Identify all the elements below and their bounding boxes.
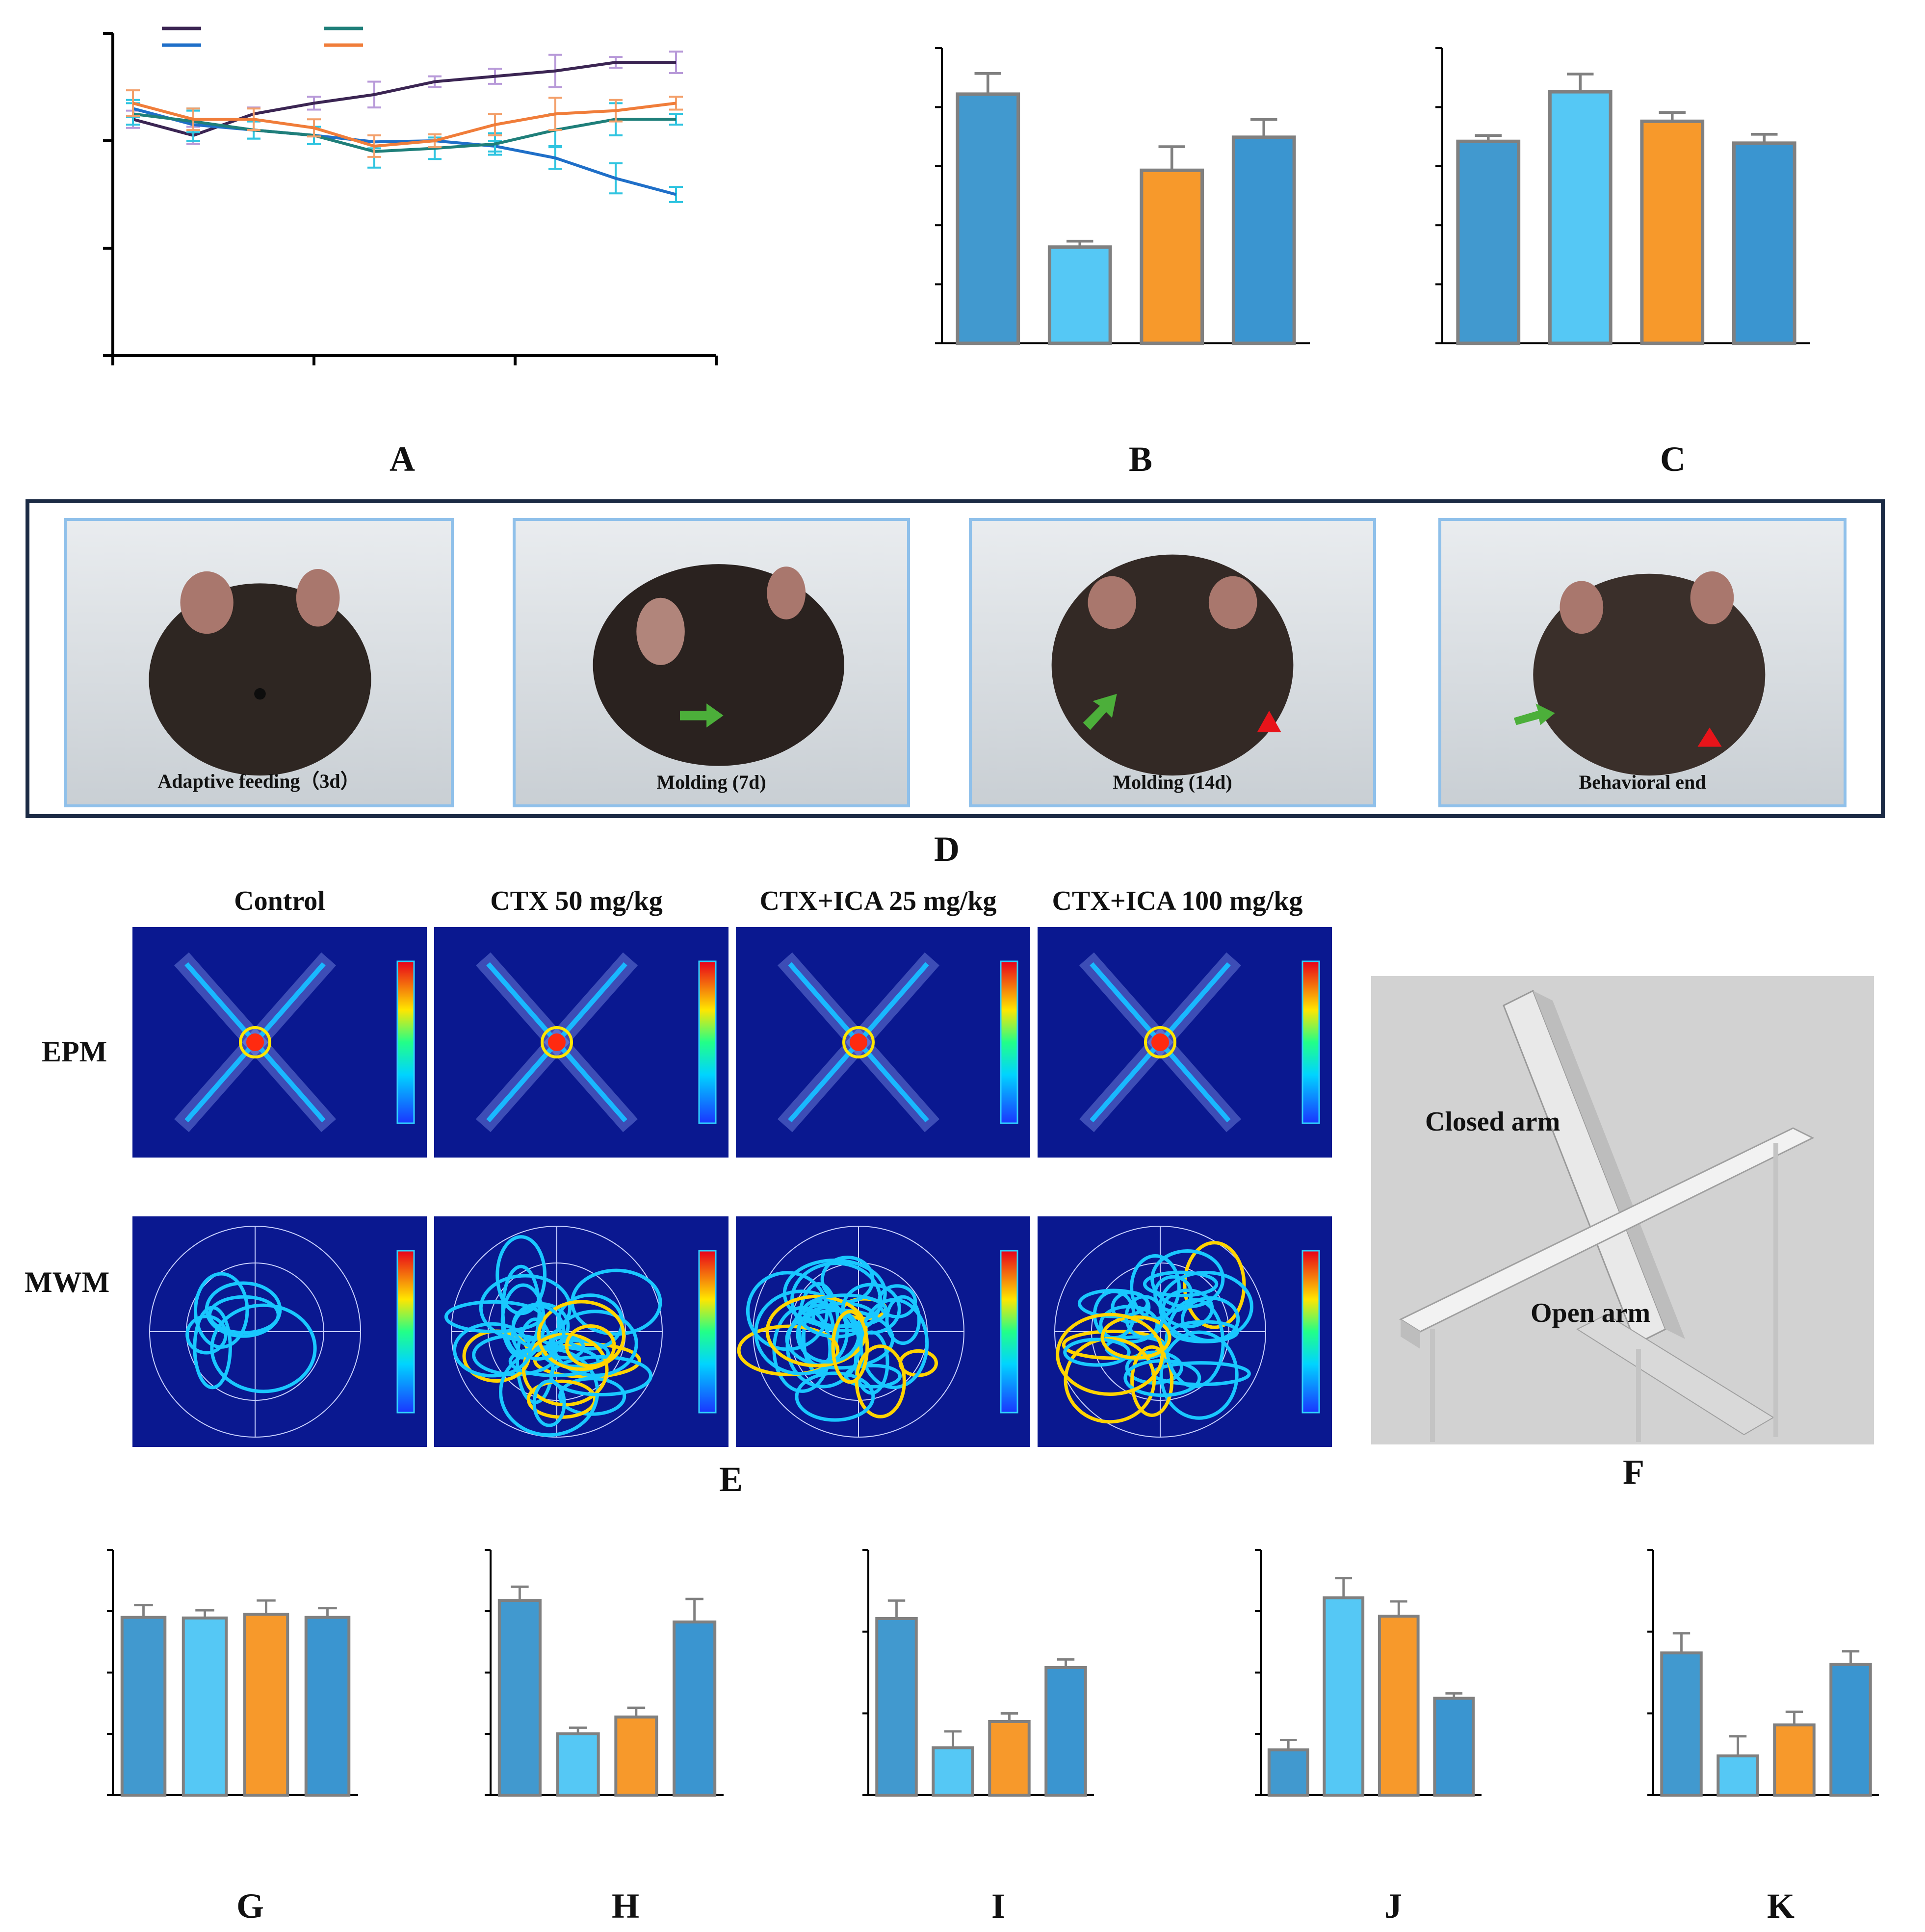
bar bbox=[558, 1734, 598, 1795]
bar bbox=[616, 1717, 656, 1795]
row-label-epm: EPM bbox=[42, 1035, 107, 1069]
bar bbox=[1049, 247, 1110, 343]
bar bbox=[1774, 1725, 1814, 1795]
bar bbox=[1142, 170, 1202, 343]
bar bbox=[306, 1618, 349, 1796]
photo-caption: Molding (14d) bbox=[972, 771, 1373, 794]
bar bbox=[958, 94, 1018, 343]
heatmap-background bbox=[736, 927, 1030, 1158]
colorbar bbox=[1001, 961, 1017, 1123]
series-line bbox=[133, 108, 676, 194]
panel-label-j: J bbox=[1359, 1886, 1428, 1927]
bar bbox=[989, 1722, 1029, 1795]
epm-heatmap bbox=[434, 927, 728, 1158]
heatmap-background bbox=[132, 927, 427, 1158]
activity-hotspot bbox=[850, 1033, 867, 1051]
bar bbox=[877, 1619, 916, 1795]
panel-label-g: G bbox=[216, 1886, 285, 1927]
panel-label-b: B bbox=[1106, 439, 1175, 480]
bar bbox=[1233, 137, 1294, 343]
bar bbox=[1642, 121, 1703, 343]
photo-caption: Behavioral end bbox=[1441, 771, 1844, 794]
bar bbox=[1434, 1699, 1473, 1796]
row-label-mwm: MWM bbox=[25, 1265, 109, 1299]
closed-arm-label: Closed arm bbox=[1425, 1106, 1560, 1137]
mwm-heatmap bbox=[434, 1216, 728, 1447]
bar bbox=[1662, 1653, 1701, 1795]
panel-label-c: C bbox=[1639, 439, 1707, 480]
mwm-heatmap bbox=[132, 1216, 427, 1447]
bar bbox=[245, 1614, 288, 1795]
bar bbox=[1458, 141, 1519, 343]
bar bbox=[933, 1748, 973, 1795]
colorbar bbox=[1302, 1251, 1319, 1413]
mouse-photo-strip: Adaptive feeding（3d） Molding (7d) Moldin… bbox=[26, 499, 1885, 818]
panel-label-f: F bbox=[1599, 1452, 1668, 1493]
bar bbox=[1046, 1668, 1086, 1795]
bar bbox=[1831, 1664, 1871, 1795]
activity-hotspot bbox=[548, 1033, 566, 1051]
open-access-times-bar-chart bbox=[726, 1516, 1104, 1888]
brain-weight-bar-chart bbox=[1325, 20, 1815, 461]
epm-heatmap bbox=[1038, 927, 1332, 1158]
bar bbox=[1379, 1616, 1418, 1795]
colorbar bbox=[1302, 961, 1319, 1123]
colorbar bbox=[1001, 1251, 1017, 1413]
panel-label-i: I bbox=[964, 1886, 1033, 1927]
bar bbox=[1269, 1750, 1308, 1796]
weight-line-chart bbox=[15, 10, 751, 461]
bar bbox=[1324, 1598, 1363, 1796]
bar bbox=[1718, 1756, 1758, 1795]
bar bbox=[1550, 92, 1611, 343]
photo-adaptive-feeding: Adaptive feeding（3d） bbox=[64, 518, 454, 807]
total-distance-bar-chart bbox=[5, 1516, 368, 1888]
photo-caption: Adaptive feeding（3d） bbox=[67, 765, 451, 794]
bar bbox=[122, 1618, 165, 1796]
panel-label-e: E bbox=[697, 1459, 765, 1500]
condition-label-ica100: CTX+ICA 100 mg/kg bbox=[1025, 885, 1329, 917]
heatmap-background bbox=[1038, 927, 1332, 1158]
epm-apparatus-render: Closed arm Open arm bbox=[1371, 976, 1874, 1444]
panel-label-a: A bbox=[368, 439, 437, 480]
mwm-heatmap bbox=[736, 1216, 1030, 1447]
photo-behavioral-end: Behavioral end bbox=[1438, 518, 1847, 807]
time-open-arms-bar-chart bbox=[361, 1516, 733, 1888]
colorbar bbox=[699, 1251, 716, 1413]
heatmap-background bbox=[434, 927, 728, 1158]
bar bbox=[183, 1618, 227, 1795]
condition-label-ctx: CTX 50 mg/kg bbox=[434, 885, 719, 917]
maze-illustration bbox=[1371, 976, 1874, 1444]
condition-label-control: Control bbox=[182, 885, 378, 917]
heatmap-grid bbox=[132, 927, 1344, 1452]
mouse-illustration bbox=[1441, 521, 1844, 804]
bar bbox=[674, 1622, 715, 1795]
panel-label-k: K bbox=[1746, 1886, 1815, 1927]
photo-molding-14d: Molding (14d) bbox=[969, 518, 1376, 807]
mouse-illustration bbox=[67, 521, 451, 804]
condition-label-ica25: CTX+ICA 25 mg/kg bbox=[731, 885, 1025, 917]
number-of-platforms-bar-chart bbox=[1496, 1516, 1889, 1888]
mouse-illustration bbox=[516, 521, 907, 804]
photo-molding-7d: Molding (7d) bbox=[513, 518, 910, 807]
colorbar bbox=[699, 961, 716, 1123]
epm-heatmap bbox=[736, 927, 1030, 1158]
kidney-weight-bar-chart bbox=[824, 20, 1315, 461]
bar bbox=[499, 1600, 540, 1795]
incubation-period-bar-chart bbox=[1104, 1516, 1491, 1888]
mouse-illustration bbox=[972, 521, 1373, 804]
epm-heatmap bbox=[132, 927, 427, 1158]
bar bbox=[1734, 143, 1795, 343]
colorbar bbox=[397, 961, 414, 1123]
panel-label-h: H bbox=[591, 1886, 660, 1927]
mwm-heatmap bbox=[1038, 1216, 1332, 1447]
colorbar bbox=[397, 1251, 414, 1413]
panel-label-d: D bbox=[912, 829, 981, 870]
activity-hotspot bbox=[246, 1033, 264, 1051]
open-arm-label: Open arm bbox=[1531, 1297, 1650, 1329]
photo-caption: Molding (7d) bbox=[516, 771, 907, 794]
activity-hotspot bbox=[1151, 1033, 1169, 1051]
